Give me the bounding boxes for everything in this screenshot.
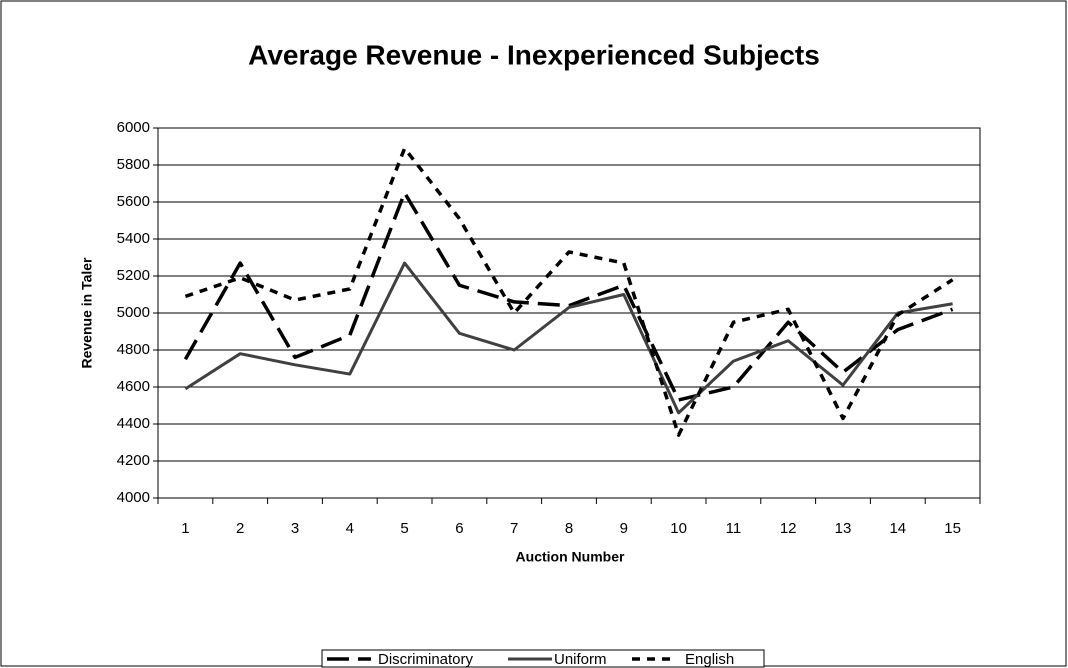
y-tick-label: 4600 [117,378,150,395]
series-line [184,146,954,437]
x-tick-label: 3 [291,520,299,537]
x-tick-label: 12 [780,520,797,537]
y-tick-label: 5200 [117,267,150,284]
x-axis-title: Auction Number [516,549,625,565]
legend-label: Uniform [554,651,607,668]
x-tick-label: 10 [670,520,687,537]
y-tick-label: 5400 [117,230,150,247]
x-tick-label: 11 [726,520,742,537]
y-tick-label: 4400 [117,415,150,432]
legend-label: English [685,651,734,668]
y-tick-label: 5600 [117,193,150,210]
x-tick-label: 2 [236,520,244,537]
x-tick-label: 7 [510,520,518,537]
series-line [184,261,953,415]
y-axis-title: Revenue in Taler [79,257,95,369]
y-tick-label: 6000 [117,119,150,136]
x-tick-label: 14 [889,520,906,537]
x-tick-label: 8 [565,520,573,537]
legend-label: Discriminatory [378,651,474,668]
series-line [183,191,954,402]
x-tick-label: 1 [181,520,189,537]
x-tick-label: 9 [620,520,628,537]
y-tick-label: 5000 [117,304,150,321]
x-tick-label: 5 [400,520,408,537]
y-tick-label: 4800 [117,341,150,358]
x-tick-label: 4 [346,520,354,537]
x-tick-label: 15 [944,520,961,537]
y-tick-label: 4000 [117,489,150,506]
y-tick-label: 4200 [117,452,150,469]
x-tick-label: 6 [455,520,463,537]
y-tick-label: 5800 [117,156,150,173]
x-tick-label: 13 [835,520,852,537]
chart-title: Average Revenue - Inexperienced Subjects [248,39,820,70]
